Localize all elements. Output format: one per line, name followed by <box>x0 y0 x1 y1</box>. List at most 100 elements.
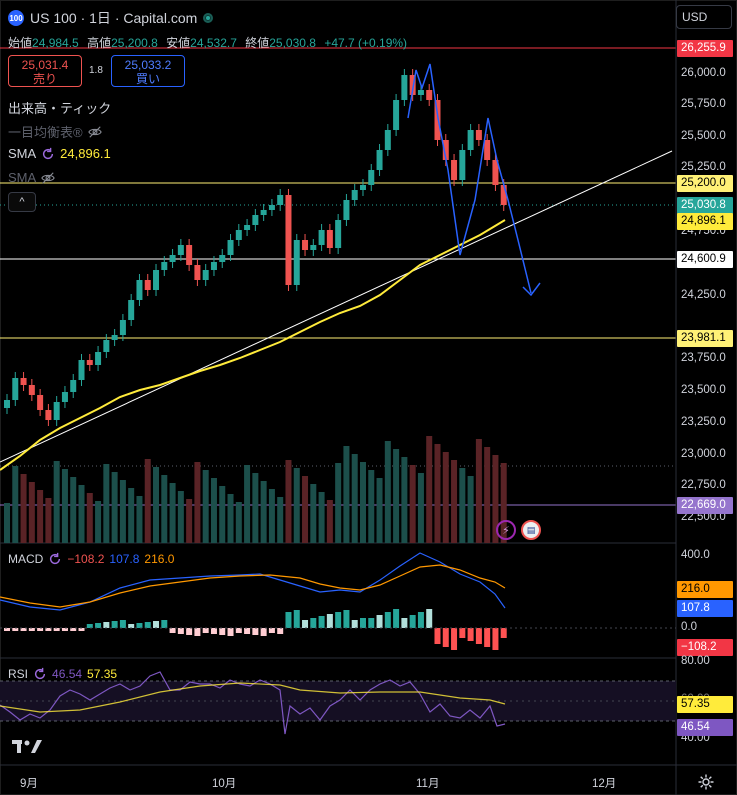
lightning-icon[interactable]: ⚡ <box>496 520 516 540</box>
volume-bar <box>202 470 209 543</box>
tradingview-logo-icon[interactable] <box>12 737 42 760</box>
volume-bar <box>417 473 424 543</box>
volume-bar <box>186 499 193 543</box>
candle-body <box>20 378 27 385</box>
buy-price: 25,033.2 <box>124 58 172 72</box>
macd-hist-bar <box>467 628 474 641</box>
high-label: 高値 <box>87 36 112 50</box>
candle-body <box>210 262 217 270</box>
volume-bar <box>260 481 267 543</box>
price-tag: 26,255.9 <box>677 40 733 57</box>
open-value: 24,984.5 <box>32 36 79 50</box>
collapse-legend-button[interactable]: ^ <box>8 192 36 212</box>
macd-hist-bar <box>227 628 234 636</box>
rsi-value: 46.54 <box>52 667 83 681</box>
macd-hist-bar <box>359 618 366 628</box>
macd-hist-bar <box>210 628 217 634</box>
ichimoku-label: 一目均衡表® <box>8 125 83 140</box>
volume-bar <box>169 483 176 543</box>
candle-body <box>136 280 143 300</box>
indicator-volume[interactable]: 出来高・ティック <box>8 98 111 117</box>
currency-selector[interactable]: USD <box>676 5 732 29</box>
volume-bar <box>293 468 300 543</box>
macd-line-tag: 107.8 <box>677 600 733 617</box>
candle-body <box>169 255 176 262</box>
refresh-icon[interactable] <box>41 147 55 161</box>
sell-button[interactable]: 25,031.4 売り <box>8 55 82 87</box>
rsi-legend[interactable]: RSI 46.54 57.35 <box>8 667 117 681</box>
candle-body <box>451 160 458 180</box>
candle-body <box>28 385 35 395</box>
volume-bar <box>351 454 358 543</box>
candle-body <box>310 245 317 250</box>
macd-hist-bar <box>343 610 350 628</box>
signal-line <box>0 564 506 608</box>
macd-hist-bar <box>302 620 309 628</box>
macd-hist-bar <box>409 615 416 628</box>
volume-bar <box>467 476 474 543</box>
price-tick: 23,250.0 <box>681 416 726 428</box>
volume-bar <box>451 460 458 543</box>
price-tick: 22,750.0 <box>681 479 726 491</box>
low-value: 24,532.7 <box>190 36 237 50</box>
indicator-sma-1[interactable]: SMA 24,896.1 <box>8 146 111 161</box>
macd-hist-bar <box>177 628 184 634</box>
macd-hist-bar <box>393 609 400 628</box>
candle-body <box>53 402 60 420</box>
macd-hist-bar <box>235 628 242 633</box>
macd-hist-bar <box>45 628 52 631</box>
buy-button[interactable]: 25,033.2 買い <box>111 55 185 87</box>
macd-hist-bar <box>500 628 507 638</box>
refresh-icon[interactable] <box>33 667 47 681</box>
refresh-icon[interactable] <box>48 552 62 566</box>
candle-body <box>277 195 284 205</box>
candle-body <box>368 170 375 185</box>
volume-bar <box>161 475 168 543</box>
eye-off-icon[interactable] <box>41 171 55 185</box>
macd-legend[interactable]: MACD −108.2 107.8 216.0 <box>8 552 174 566</box>
us-flag-icon[interactable]: ▤ <box>521 520 541 540</box>
volume-bar <box>128 488 135 543</box>
volume-bar <box>244 465 251 543</box>
macd-hist-bar <box>293 610 300 628</box>
macd-hist-bar <box>169 628 176 633</box>
price-tick: 23,750.0 <box>681 352 726 364</box>
candle-body <box>351 190 358 200</box>
volume-bar <box>70 477 77 543</box>
volume-bar <box>37 490 44 543</box>
volume-bar <box>219 486 226 543</box>
macd-hist-bar <box>12 628 19 631</box>
settings-icon[interactable] <box>697 773 715 791</box>
volume-bar <box>95 501 102 543</box>
indicator-ichimoku[interactable]: 一目均衡表® <box>8 122 102 141</box>
rsi-line <box>0 671 506 735</box>
price-tag: 25,200.0 <box>677 175 733 192</box>
sell-price: 25,031.4 <box>21 58 69 72</box>
candle-body <box>302 240 309 250</box>
low-label: 安値 <box>166 36 191 50</box>
volume-bar <box>359 462 366 543</box>
volume-bar <box>500 463 507 543</box>
rsi-tick-80: 80.00 <box>681 655 710 667</box>
candle-body <box>235 230 242 240</box>
volume-bar <box>61 469 68 543</box>
candle-body <box>459 150 466 180</box>
macd-hist-bar <box>351 620 358 628</box>
candle-body <box>103 340 110 352</box>
candle-body <box>95 352 102 365</box>
volume-bar <box>111 472 118 543</box>
eye-off-icon[interactable] <box>87 125 102 139</box>
volume-bar <box>434 444 441 543</box>
candle-body <box>61 392 68 402</box>
symbol-header[interactable]: 100 US 100 · 1日 · Capital.com <box>8 8 214 28</box>
trend-line <box>0 150 673 463</box>
price-tick: 23,000.0 <box>681 448 726 460</box>
candle-body <box>434 100 441 140</box>
indicator-sma-2[interactable]: SMA <box>8 170 55 185</box>
candle-body <box>318 230 325 245</box>
volume-bar <box>20 474 27 543</box>
symbol-title[interactable]: US 100 · 1日 · Capital.com <box>30 10 198 26</box>
candle-body <box>194 265 201 280</box>
macd-hist-bar <box>252 628 259 635</box>
